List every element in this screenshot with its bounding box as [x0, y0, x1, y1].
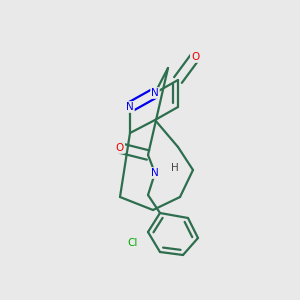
Text: N: N: [151, 88, 159, 98]
Text: O: O: [116, 143, 124, 153]
Text: Cl: Cl: [128, 238, 138, 248]
Text: N: N: [126, 102, 134, 112]
Text: N: N: [151, 168, 159, 178]
Text: O: O: [191, 52, 199, 62]
Text: H: H: [171, 163, 179, 173]
